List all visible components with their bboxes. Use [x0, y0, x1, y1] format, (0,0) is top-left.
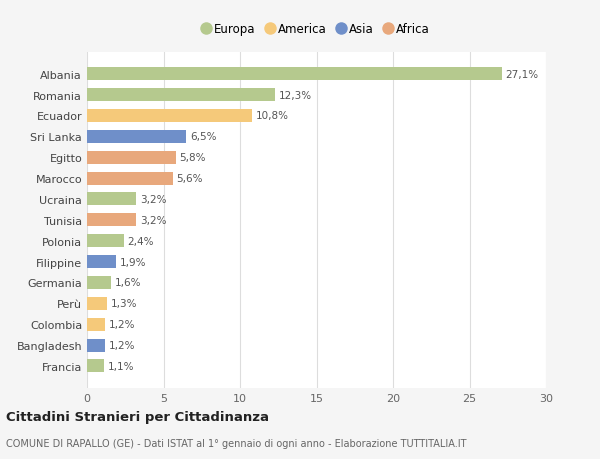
Text: 27,1%: 27,1% — [505, 69, 539, 79]
Bar — [87, 235, 124, 247]
Bar — [87, 110, 252, 123]
Text: 6,5%: 6,5% — [190, 132, 217, 142]
Text: 5,6%: 5,6% — [176, 174, 203, 184]
Bar — [87, 151, 176, 164]
Text: 10,8%: 10,8% — [256, 111, 289, 121]
Bar — [87, 193, 136, 206]
Bar — [87, 318, 106, 331]
Bar — [87, 276, 112, 289]
Text: 3,2%: 3,2% — [140, 195, 166, 204]
Text: 5,8%: 5,8% — [179, 153, 206, 163]
Bar — [87, 214, 136, 227]
Bar — [87, 68, 502, 81]
Text: 1,2%: 1,2% — [109, 340, 136, 350]
Text: 2,4%: 2,4% — [128, 236, 154, 246]
Bar — [87, 89, 275, 102]
Bar — [87, 360, 104, 373]
Text: 3,2%: 3,2% — [140, 215, 166, 225]
Text: 1,6%: 1,6% — [115, 278, 142, 288]
Bar — [87, 256, 116, 269]
Bar — [87, 297, 107, 310]
Text: 1,2%: 1,2% — [109, 319, 136, 330]
Bar — [87, 172, 173, 185]
Bar — [87, 339, 106, 352]
Legend: Europa, America, Asia, Africa: Europa, America, Asia, Africa — [199, 18, 434, 41]
Text: 12,3%: 12,3% — [279, 90, 312, 101]
Text: 1,3%: 1,3% — [111, 299, 137, 308]
Text: 1,1%: 1,1% — [107, 361, 134, 371]
Text: 1,9%: 1,9% — [120, 257, 146, 267]
Bar — [87, 130, 187, 144]
Text: Cittadini Stranieri per Cittadinanza: Cittadini Stranieri per Cittadinanza — [6, 410, 269, 423]
Text: COMUNE DI RAPALLO (GE) - Dati ISTAT al 1° gennaio di ogni anno - Elaborazione TU: COMUNE DI RAPALLO (GE) - Dati ISTAT al 1… — [6, 438, 467, 448]
